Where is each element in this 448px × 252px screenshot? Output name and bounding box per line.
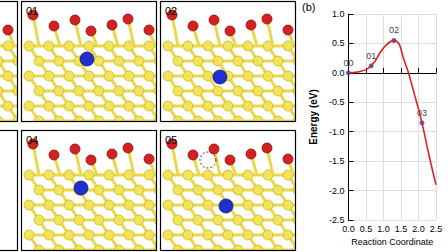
svg-text:1.5: 1.5 (395, 224, 408, 234)
svg-text:0.0: 0.0 (332, 68, 345, 78)
svg-text:Energy (eV): Energy (eV) (308, 89, 319, 145)
svg-text:-0.5: -0.5 (329, 97, 345, 107)
svg-text:0.5: 0.5 (332, 38, 345, 48)
svg-text:-2.0: -2.0 (329, 186, 345, 196)
svg-text:05: 05 (165, 134, 177, 146)
svg-text:2.0: 2.0 (412, 224, 425, 234)
svg-text:02: 02 (389, 25, 399, 35)
svg-text:00: 00 (343, 58, 353, 68)
svg-text:04: 04 (26, 134, 38, 146)
svg-text:Reaction Coordinate: Reaction Coordinate (351, 237, 433, 247)
svg-text:03: 03 (417, 107, 427, 118)
svg-text:0.0: 0.0 (342, 224, 355, 234)
svg-text:01: 01 (366, 51, 376, 61)
svg-text:01: 01 (26, 5, 38, 17)
svg-text:02: 02 (165, 5, 177, 17)
svg-text:0.5: 0.5 (360, 224, 373, 234)
svg-text:-1.0: -1.0 (329, 127, 345, 137)
svg-text:-1.5: -1.5 (329, 156, 345, 166)
svg-text:2.5: 2.5 (430, 224, 443, 234)
svg-text:1.0: 1.0 (377, 224, 390, 234)
svg-text:1.0: 1.0 (332, 9, 345, 19)
html-text:(b): (b) (302, 1, 316, 13)
svg-text:-2.5: -2.5 (328, 215, 345, 225)
